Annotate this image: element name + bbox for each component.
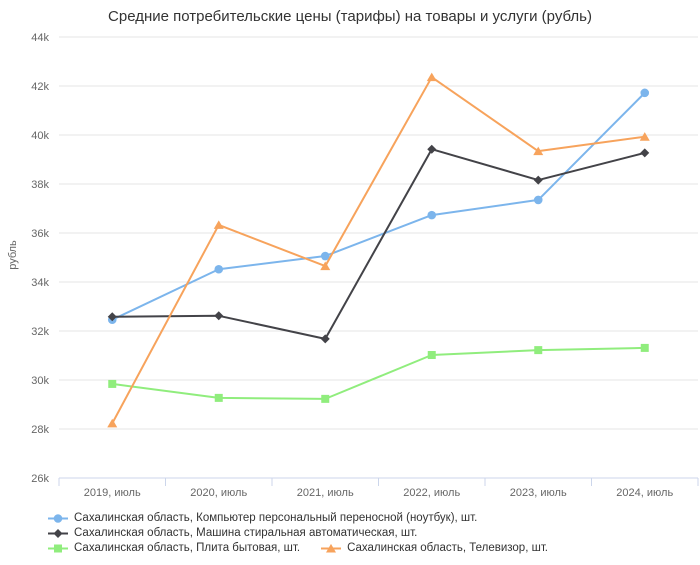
svg-text:36k: 36k (31, 228, 49, 240)
series-1[interactable] (107, 144, 650, 344)
x-axis-label: 2020, июль (190, 487, 247, 499)
data-point[interactable] (533, 195, 543, 205)
data-point[interactable] (533, 146, 544, 156)
x-axis-label: 2019, июль (84, 487, 141, 499)
data-point[interactable] (426, 72, 437, 82)
data-point[interactable] (107, 312, 117, 322)
x-axis: 2019, июль 2020, июль 2021, июль 2022, июль… (58, 477, 699, 499)
series-marker-icon (321, 543, 342, 552)
data-point[interactable] (639, 132, 650, 141)
legend-item[interactable]: Сахалинская область, Машина стиральная а… (47, 527, 417, 539)
legend-item-label: Сахалинская область, Машина стиральная а… (74, 527, 418, 539)
chart-title: Средние потребительские цены (тарифы) на… (108, 8, 592, 25)
data-point[interactable] (640, 88, 650, 98)
legend-item-label: Сахалинская область, Плита бытовая, шт. (74, 542, 301, 554)
chart-legend: Сахалинская область, Компьютер персональ… (47, 512, 687, 554)
data-point[interactable] (108, 379, 117, 388)
legend-item[interactable]: Сахалинская область, Телевизор, шт. (320, 542, 548, 554)
data-point[interactable] (107, 418, 118, 428)
legend-item-label: Сахалинская область, Телевизор, шт. (347, 542, 549, 554)
legend-item-label: Сахалинская область, Компьютер персональ… (74, 512, 478, 524)
series-3[interactable] (107, 72, 650, 428)
data-point[interactable] (214, 393, 223, 402)
series-marker-icon (48, 513, 68, 523)
svg-text:32k: 32k (31, 326, 49, 338)
data-point[interactable] (640, 343, 649, 352)
data-point[interactable] (427, 210, 437, 220)
data-point[interactable] (213, 220, 224, 229)
series-marker-icon (48, 544, 68, 552)
svg-text:40k: 40k (31, 130, 49, 142)
svg-text:44k: 44k (31, 32, 49, 44)
svg-text:42k: 42k (31, 81, 49, 93)
y-axis-labels: 26k 28k 30k 32k 34k 36k 38k 40k 42k 44k (31, 32, 49, 485)
data-point[interactable] (214, 264, 224, 274)
gridlines (59, 36, 698, 479)
svg-text:38k: 38k (31, 179, 49, 191)
svg-text:26k: 26k (31, 473, 49, 485)
x-axis-label: 2024, июль (616, 487, 673, 499)
data-point[interactable] (320, 334, 330, 344)
series-2[interactable] (108, 343, 649, 403)
data-point[interactable] (214, 311, 224, 321)
svg-text:30k: 30k (31, 375, 49, 387)
data-point[interactable] (321, 394, 330, 403)
data-point[interactable] (320, 251, 330, 261)
svg-text:34k: 34k (31, 277, 49, 289)
data-point[interactable] (534, 346, 543, 355)
svg-text:28k: 28k (31, 424, 49, 436)
data-point[interactable] (533, 175, 543, 185)
legend-item[interactable]: Сахалинская область, Плита бытовая, шт. (47, 542, 300, 554)
series-marker-icon (48, 528, 68, 538)
x-axis-label: 2021, июль (297, 487, 354, 499)
data-point[interactable] (320, 261, 331, 271)
plot-area: 26k 28k 30k 32k 34k 36k 38k 40k 42k 44k 2019, июль… (31, 32, 699, 499)
legend-item[interactable]: Сахалинская область, Компьютер персональ… (47, 512, 477, 524)
series-0[interactable] (107, 88, 650, 325)
x-axis-label: 2023, июль (510, 487, 567, 499)
x-axis-label: 2022, июль (403, 487, 460, 499)
data-point[interactable] (427, 351, 436, 360)
data-point[interactable] (427, 144, 437, 154)
data-point[interactable] (640, 148, 650, 158)
